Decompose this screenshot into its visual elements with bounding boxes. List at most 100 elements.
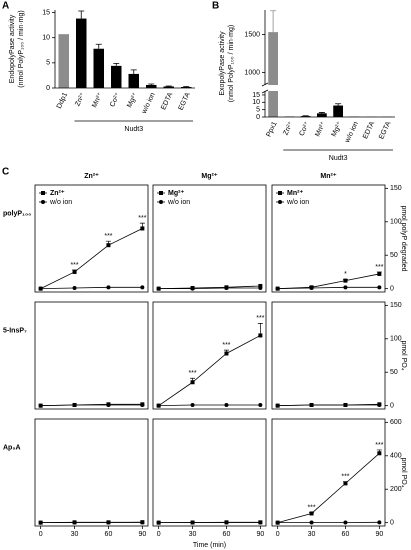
x-tick-label: 90 <box>375 531 383 538</box>
x-tick-label: Mn²⁺ <box>91 91 104 109</box>
y-tick-label: 150 <box>390 302 402 309</box>
bar <box>128 73 139 88</box>
data-point <box>224 402 229 407</box>
data-point <box>72 520 77 525</box>
legend-marker <box>159 191 163 195</box>
error-bar <box>270 10 277 33</box>
significance-label: *** <box>222 342 230 349</box>
data-point <box>377 402 382 407</box>
series-line <box>277 286 380 290</box>
x-tick-label: 0 <box>157 531 161 538</box>
y-tick-label: 0 <box>390 520 394 527</box>
x-tick-label: EGTA <box>178 91 192 111</box>
data-point <box>72 402 77 407</box>
data-point <box>258 283 263 288</box>
data-point <box>156 520 161 525</box>
significance-label: *** <box>341 474 349 481</box>
data-point <box>258 285 263 290</box>
data-point <box>72 285 77 290</box>
x-tick-label: 0 <box>276 531 280 538</box>
legend-marker <box>278 200 282 204</box>
data-point <box>309 520 314 525</box>
x-tick-label: w/o ion <box>344 121 360 145</box>
y-tick-label: 1500 <box>244 31 260 38</box>
error-bar <box>95 43 102 49</box>
bar <box>163 86 174 88</box>
significance-label: *** <box>188 370 196 377</box>
data-point <box>275 286 280 291</box>
x-tick-label: Mg²⁺ <box>331 120 344 138</box>
x-tick-label: EGTA <box>378 120 392 140</box>
legend-marker <box>41 200 45 204</box>
plot-frame <box>34 184 149 293</box>
x-tick-label: 30 <box>71 531 79 538</box>
data-point <box>377 520 382 525</box>
x-tick-label: Co²⁺ <box>109 91 122 108</box>
data-point <box>106 243 111 248</box>
data-point <box>275 520 280 525</box>
data-point <box>38 520 43 525</box>
y-tick-label: 0 <box>256 114 260 121</box>
y-tick-label: 15 <box>252 92 260 99</box>
data-point <box>258 402 263 407</box>
series-line <box>40 404 143 407</box>
legend-label: Mg²⁺ <box>168 190 184 197</box>
panel-label: A <box>2 1 9 12</box>
y-tick-label: 1000 <box>244 69 260 76</box>
y-axis-label: (nmol PolyP₁₀₀ / min·mg) <box>18 10 25 87</box>
data-point <box>190 520 195 525</box>
data-point <box>140 226 145 231</box>
legend-label: w/o ion <box>167 199 190 206</box>
bar <box>317 113 327 117</box>
x-tick-label: 90 <box>138 531 146 538</box>
y-axis-label: EndopolyPase activity <box>9 14 16 83</box>
error-bar <box>130 69 137 74</box>
data-point <box>258 520 263 525</box>
x-tick-label: w/o ion <box>141 92 157 116</box>
data-point <box>309 285 314 290</box>
x-tick-label: Co²⁺ <box>298 120 311 137</box>
group-label: Nudt3 <box>124 126 143 133</box>
significance-label: * <box>344 271 347 278</box>
data-point <box>224 351 229 356</box>
x-tick-label: EDTA <box>160 91 174 111</box>
y-tick-label: 150 <box>390 185 402 192</box>
y-tick-label: 50 <box>390 369 398 376</box>
y-tick-label: 200 <box>390 486 402 493</box>
x-tick-label: Mg²⁺ <box>126 91 139 109</box>
x-tick-label: Zn²⁺ <box>283 120 295 136</box>
legend-label: w/o ion <box>49 199 72 206</box>
axis-break <box>261 89 269 94</box>
bar <box>93 48 104 88</box>
error-bar <box>335 103 342 106</box>
data-point <box>377 271 382 276</box>
x-axis-label: Time (min) <box>193 542 226 549</box>
legend-label: Mn²⁺ <box>287 190 303 197</box>
x-tick-label: 0 <box>39 531 43 538</box>
significance-label: *** <box>375 442 383 449</box>
column-title: Mg²⁺ <box>201 173 217 180</box>
error-bar <box>318 112 325 114</box>
y-axis-label: pmol PO₄ <box>400 340 407 370</box>
series-line <box>40 286 143 290</box>
data-point <box>309 511 314 516</box>
plot-frame <box>271 418 386 527</box>
row-label: 5-InsP₇ <box>3 327 27 334</box>
data-point <box>224 285 229 290</box>
legend-label: w/o ion <box>286 199 309 206</box>
bar <box>146 84 157 88</box>
y-axis-label: pmol PO₄ <box>400 457 407 487</box>
data-point <box>156 286 161 291</box>
plot-frame <box>34 301 149 410</box>
significance-label: *** <box>256 315 264 322</box>
column-title: Zn²⁺ <box>84 173 99 180</box>
significance-label: *** <box>104 233 112 240</box>
x-tick-label: Ppx1 <box>266 121 279 139</box>
x-tick-label: Zn²⁺ <box>74 91 86 107</box>
legend-marker <box>278 191 282 195</box>
data-point <box>140 520 145 525</box>
row-label: Ap₅A <box>3 444 21 451</box>
data-point <box>258 333 263 338</box>
series-line <box>158 335 261 406</box>
